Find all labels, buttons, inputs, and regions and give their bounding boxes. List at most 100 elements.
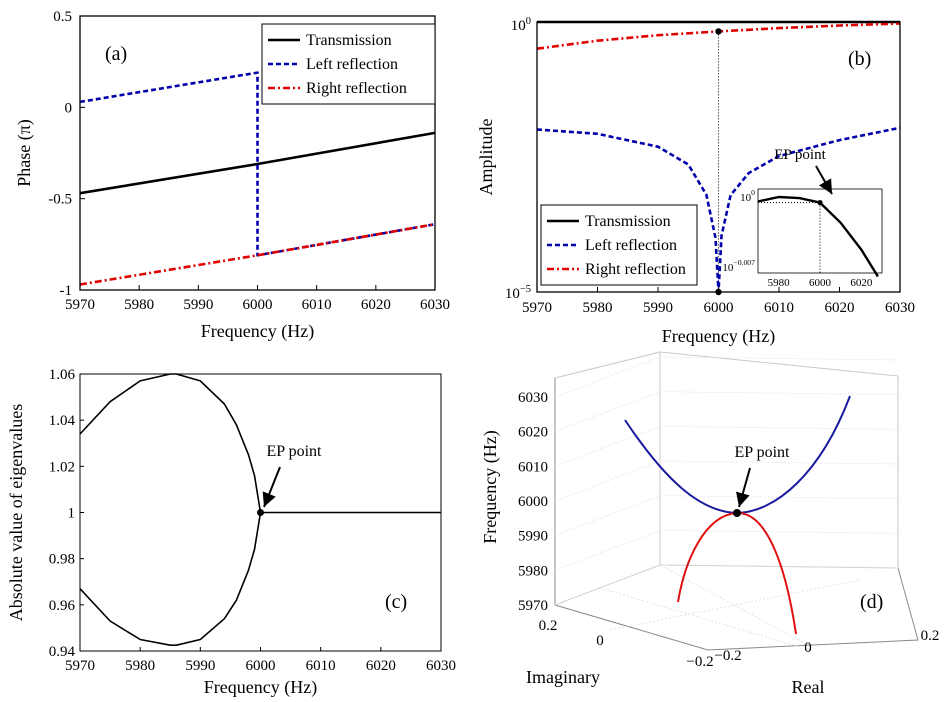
x-axis-label: Frequency (Hz)	[201, 321, 314, 342]
inset-ep-marker	[817, 200, 823, 206]
z-tick-label: 6000	[518, 494, 548, 510]
legend-entry: Left reflection	[306, 56, 398, 73]
y-tick-label: -0.5	[48, 192, 72, 208]
grid-line	[554, 391, 899, 433]
annotation-label: EP point	[267, 443, 323, 460]
x-tick-label: 6000	[246, 658, 276, 674]
panel-b: 5970 5980 5990 6000 6010 6020 6030 100 10−5 Frequ…	[476, 16, 915, 347]
z-tick-label: 6030	[518, 390, 548, 406]
series-line	[79, 71, 436, 257]
z-tick-label: 5970	[518, 598, 548, 614]
x-tick-label: 6020	[366, 658, 396, 674]
y-tick-label: 100	[511, 16, 531, 34]
inset-x-tick-label: 6020	[850, 277, 873, 289]
legend-entry: Right reflection	[585, 261, 686, 278]
series-line	[79, 512, 262, 647]
x-tick-label: 6010	[302, 297, 332, 313]
y-tick-label: 1.04	[49, 413, 76, 429]
y-tick-label: 0.98	[49, 552, 75, 568]
x-tick-label: 5980	[583, 300, 613, 316]
panel-label: (d)	[860, 591, 883, 613]
x-tick-label: 6030	[420, 297, 450, 313]
y-tick-label: 1	[68, 506, 76, 522]
imaginary-tick-label: −0.2	[686, 654, 713, 670]
grid-line	[554, 356, 899, 398]
x-tick-label: 6030	[885, 300, 915, 316]
x-tick-label: 5990	[185, 658, 215, 674]
x-tick-label: 5990	[643, 300, 673, 316]
legend-entry: Left reflection	[585, 237, 677, 254]
x-tick-label: 5970	[65, 658, 95, 674]
y-tick-label: 0.96	[49, 598, 76, 614]
y-tick-label: -1	[60, 283, 73, 299]
legend-box	[261, 23, 436, 105]
ep-marker	[715, 28, 722, 35]
series-line	[79, 373, 262, 513]
box-edge	[554, 378, 919, 651]
x-tick-label: 6020	[361, 297, 391, 313]
annotation-label: EP point	[735, 444, 791, 461]
inset-x-tick-label: 6000	[809, 277, 832, 289]
ep-marker	[733, 509, 741, 517]
annotation-arrow-head	[818, 178, 832, 194]
series-line	[79, 131, 436, 195]
panel-c: 5970 5980 5990 6000 6010 6020 6030 0.94 0.96 0.98…	[6, 367, 456, 698]
x-tick-label: 6020	[825, 300, 855, 316]
x-tick-label: 6000	[704, 300, 734, 316]
grid-line	[609, 579, 861, 631]
panel-a: 5970 5980 5990 6000 6010 6020 6030 -1 -0.5 0 0.5 Fr…	[14, 9, 450, 342]
grid-line	[659, 564, 809, 646]
legend-entry: Right reflection	[306, 80, 407, 97]
imaginary-tick-label: 0.2	[539, 618, 558, 634]
series-line	[536, 22, 901, 50]
box-edge	[554, 351, 899, 379]
y-tick-label: 0	[65, 100, 73, 116]
x-tick-label: 5990	[183, 297, 213, 313]
x-tick-label: 5980	[124, 297, 154, 313]
y-tick-label: 1.06	[49, 367, 76, 383]
legend-entry: Transmission	[585, 213, 671, 230]
z-tick-label: 5980	[518, 563, 548, 579]
y-axis-label: Imaginary	[526, 667, 600, 687]
y-tick-label: 1.02	[49, 459, 75, 475]
z-tick-label: 6010	[518, 459, 548, 475]
x-axis-label: Frequency (Hz)	[662, 326, 775, 347]
panel-label: (b)	[848, 48, 871, 70]
grid-line	[554, 460, 899, 502]
annotation-label: EP point	[774, 147, 826, 163]
y-axis-label: Absolute value of eigenvalues	[6, 404, 26, 621]
panel-label: (a)	[105, 43, 127, 65]
panel-label: (c)	[385, 591, 407, 613]
legend-entry: Transmission	[306, 32, 392, 49]
imaginary-tick-label: 0	[596, 633, 604, 649]
inset-x-tick-label: 5980	[768, 277, 791, 289]
z-tick-label: 5990	[518, 529, 548, 545]
inset-y-tick-label: 100	[740, 188, 755, 204]
z-axis-label: Frequency (Hz)	[480, 430, 501, 543]
real-tick-label: 0.2	[921, 628, 940, 644]
x-tick-label: 6000	[243, 297, 273, 313]
panel-d: 5970 5980 5990 6000 6010 6020 6030 −0.2 0 0.2 0.2 0…	[480, 351, 940, 697]
grid-line	[554, 495, 899, 537]
x-tick-label: 6010	[764, 300, 794, 316]
inset-y-tick-label: 10−0.007	[722, 258, 755, 274]
grid-line	[554, 425, 899, 467]
x-tick-label: 5970	[65, 297, 95, 313]
x-axis-label: Frequency (Hz)	[204, 677, 317, 698]
series-line	[79, 222, 436, 286]
ep-marker	[257, 509, 264, 516]
grid-line	[554, 529, 899, 571]
annotation-arrow-head	[736, 491, 750, 507]
grid-line	[599, 587, 801, 648]
x-tick-label: 5980	[125, 658, 155, 674]
x-axis-label: Real	[792, 677, 825, 697]
annotation-arrow-head	[262, 491, 276, 507]
real-tick-label: −0.2	[714, 648, 741, 664]
y-tick-label: 0.5	[53, 9, 72, 25]
legend-box	[540, 204, 698, 286]
y-axis-label: Phase (π)	[14, 119, 35, 187]
y-axis-label: Amplitude	[476, 118, 496, 195]
x-tick-label: 6010	[306, 658, 336, 674]
y-tick-label: 0.94	[49, 644, 76, 660]
